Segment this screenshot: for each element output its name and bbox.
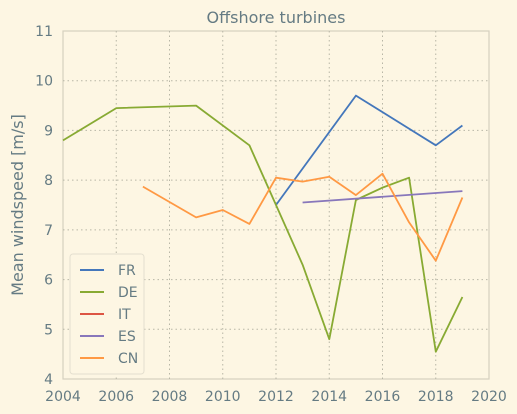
series-line-es — [302, 190, 463, 204]
x-axis-ticks: 2004 2006 2008 2010 2012 2014 2016 2018 2020 — [45, 389, 507, 405]
series-line-cn — [142, 172, 464, 262]
y-tick-label: 10 — [35, 74, 53, 90]
y-tick-label: 6 — [44, 273, 53, 289]
series-line-fr — [275, 94, 463, 206]
x-tick-label: 2010 — [205, 389, 241, 405]
y-tick-label: 9 — [44, 123, 53, 139]
y-axis-ticks: 4 5 6 7 8 9 10 11 — [35, 24, 53, 388]
legend-label-fr: FR — [118, 263, 136, 279]
chart-title: Offshore turbines — [207, 8, 346, 27]
legend-label-es: ES — [118, 329, 136, 345]
legend: FR DE IT ES CN — [69, 253, 145, 375]
y-tick-label: 8 — [44, 173, 53, 189]
legend-label-cn: CN — [118, 351, 138, 367]
y-tick-label: 5 — [44, 322, 53, 338]
grid — [63, 31, 489, 379]
x-tick-label: 2014 — [311, 389, 347, 405]
y-axis-label: Mean windspeed [m/s] — [8, 114, 27, 296]
legend-label-it: IT — [118, 307, 131, 323]
y-tick-label: 11 — [35, 24, 53, 40]
x-tick-label: 2012 — [258, 389, 294, 405]
x-tick-label: 2016 — [365, 389, 401, 405]
x-tick-label: 2004 — [45, 389, 81, 405]
x-tick-label: 2006 — [98, 389, 134, 405]
series-lines — [62, 94, 464, 353]
y-tick-label: 4 — [44, 372, 53, 388]
legend-label-de: DE — [118, 285, 138, 301]
x-tick-label: 2008 — [152, 389, 188, 405]
legend-box — [69, 253, 145, 375]
series-line-de — [62, 104, 464, 353]
x-tick-label: 2018 — [418, 389, 454, 405]
x-tick-label: 2020 — [471, 389, 507, 405]
y-tick-label: 7 — [44, 223, 53, 239]
